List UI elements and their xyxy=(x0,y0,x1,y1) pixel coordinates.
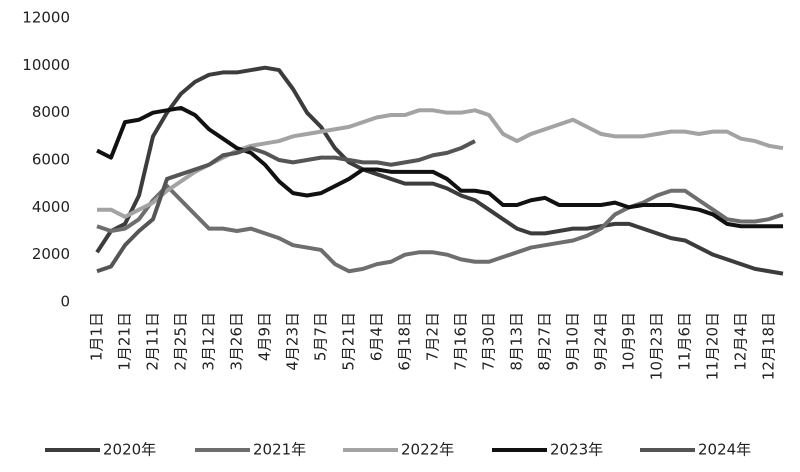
series-line xyxy=(96,139,476,274)
x-tick-label: 6月4日 xyxy=(368,312,386,361)
x-tick-label: 6月18日 xyxy=(396,312,414,371)
x-tick-label: 10月9日 xyxy=(620,312,638,371)
legend-label: 2021年 xyxy=(253,441,306,459)
x-tick-label: 10月23日 xyxy=(648,312,666,380)
x-tick-label: 4月9日 xyxy=(256,312,274,361)
x-tick-label: 11月6日 xyxy=(676,312,694,371)
x-tick-label: 9月10日 xyxy=(564,312,582,371)
series-line xyxy=(97,108,784,219)
x-tick-label: 7月2日 xyxy=(424,312,442,361)
y-tick-label: 2000 xyxy=(32,245,70,263)
y-tick-label: 6000 xyxy=(32,151,70,169)
series-line xyxy=(96,105,783,229)
legend-label: 2022年 xyxy=(401,441,454,459)
legend-item: 2023年 xyxy=(492,441,603,459)
y-tick-label: 4000 xyxy=(32,198,70,216)
x-tick-label: 3月26日 xyxy=(228,312,246,371)
y-tick-label: 0 xyxy=(60,293,70,311)
x-tick-label: 4月23日 xyxy=(284,312,302,371)
y-tick-label: 12000 xyxy=(22,9,70,27)
x-tick-label: 7月30日 xyxy=(480,312,498,371)
x-tick-label: 12月4日 xyxy=(732,312,750,371)
x-tick-label: 9月24日 xyxy=(592,312,610,371)
x-tick-label: 11月20日 xyxy=(704,312,722,380)
legend-item: 2022年 xyxy=(343,441,454,459)
legend-item: 2024年 xyxy=(640,441,751,459)
x-tick-label: 12月18日 xyxy=(760,312,778,380)
series-line xyxy=(95,65,784,276)
x-tick-label: 2月25日 xyxy=(172,312,190,371)
legend-label: 2023年 xyxy=(550,441,603,459)
legend-item: 2020年 xyxy=(45,441,156,459)
x-tick-label: 8月27日 xyxy=(536,312,554,371)
x-tick-label: 3月12日 xyxy=(200,312,218,371)
series-line xyxy=(96,184,784,274)
y-tick-label: 10000 xyxy=(22,56,70,74)
legend-item: 2021年 xyxy=(195,441,306,459)
legend-label: 2020年 xyxy=(103,441,156,459)
x-tick-label: 5月21日 xyxy=(340,312,358,371)
y-tick-label: 8000 xyxy=(32,103,70,121)
x-tick-label: 5月7日 xyxy=(312,312,330,361)
x-tick-label: 7月16日 xyxy=(452,312,470,371)
x-tick-label: 8月13日 xyxy=(508,312,526,371)
x-tick-label: 2月11日 xyxy=(144,312,162,371)
legend-label: 2024年 xyxy=(698,441,751,459)
x-tick-label: 1月1日 xyxy=(88,312,106,361)
x-tick-label: 1月21日 xyxy=(116,312,134,371)
